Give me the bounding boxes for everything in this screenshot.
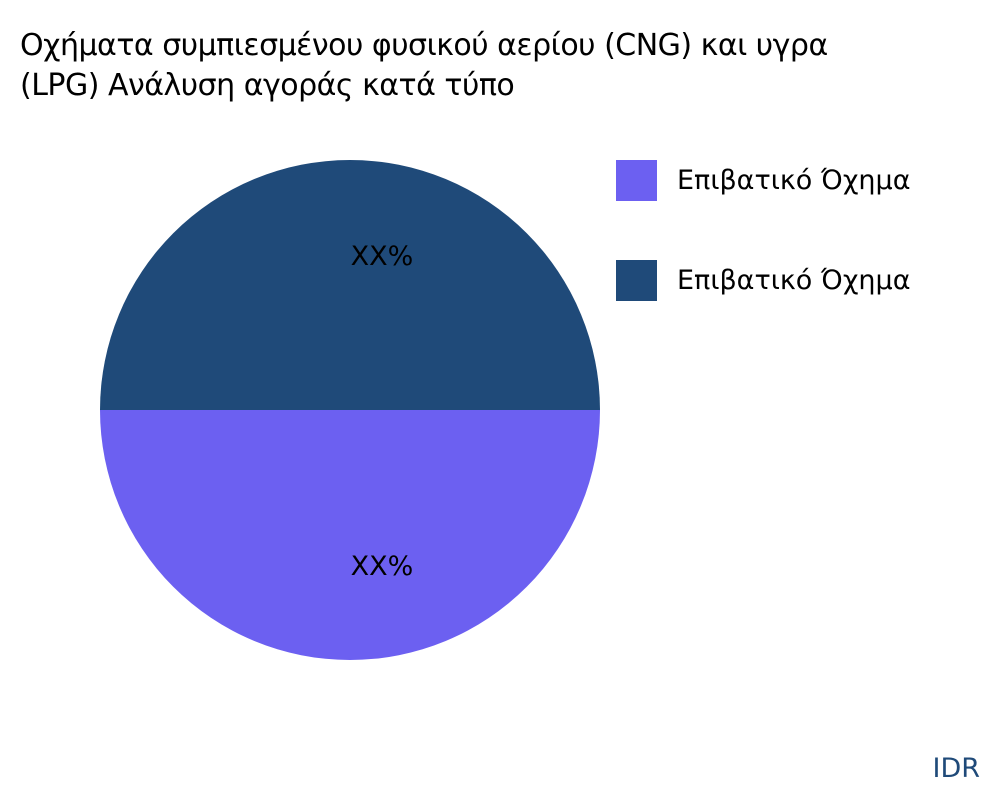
- slice-label: XX%: [351, 241, 414, 272]
- legend-swatch: [616, 259, 657, 301]
- legend-label: Επιβατικό Όχημα: [677, 164, 911, 196]
- legend-swatch: [616, 159, 657, 201]
- chart-title-line: Οχήματα συμπιεσμένου φυσικού αερίου (CNG…: [20, 28, 828, 63]
- pie-slice[interactable]: [100, 410, 600, 660]
- legend-item[interactable]: Επιβατικό Όχημα: [616, 259, 911, 301]
- watermark: IDR: [932, 753, 980, 784]
- pie-slice[interactable]: [100, 160, 600, 410]
- legend-label: Επιβατικό Όχημα: [677, 264, 911, 296]
- chart-title-line: (LPG) Ανάλυση αγοράς κατά τύπο: [20, 68, 515, 103]
- legend: Επιβατικό Όχημα Επιβατικό Όχημα: [616, 159, 911, 360]
- legend-item[interactable]: Επιβατικό Όχημα: [616, 159, 911, 201]
- chart-title: Οχήματα συμπιεσμένου φυσικού αερίου (CNG…: [20, 26, 1000, 106]
- slice-label: XX%: [351, 551, 414, 582]
